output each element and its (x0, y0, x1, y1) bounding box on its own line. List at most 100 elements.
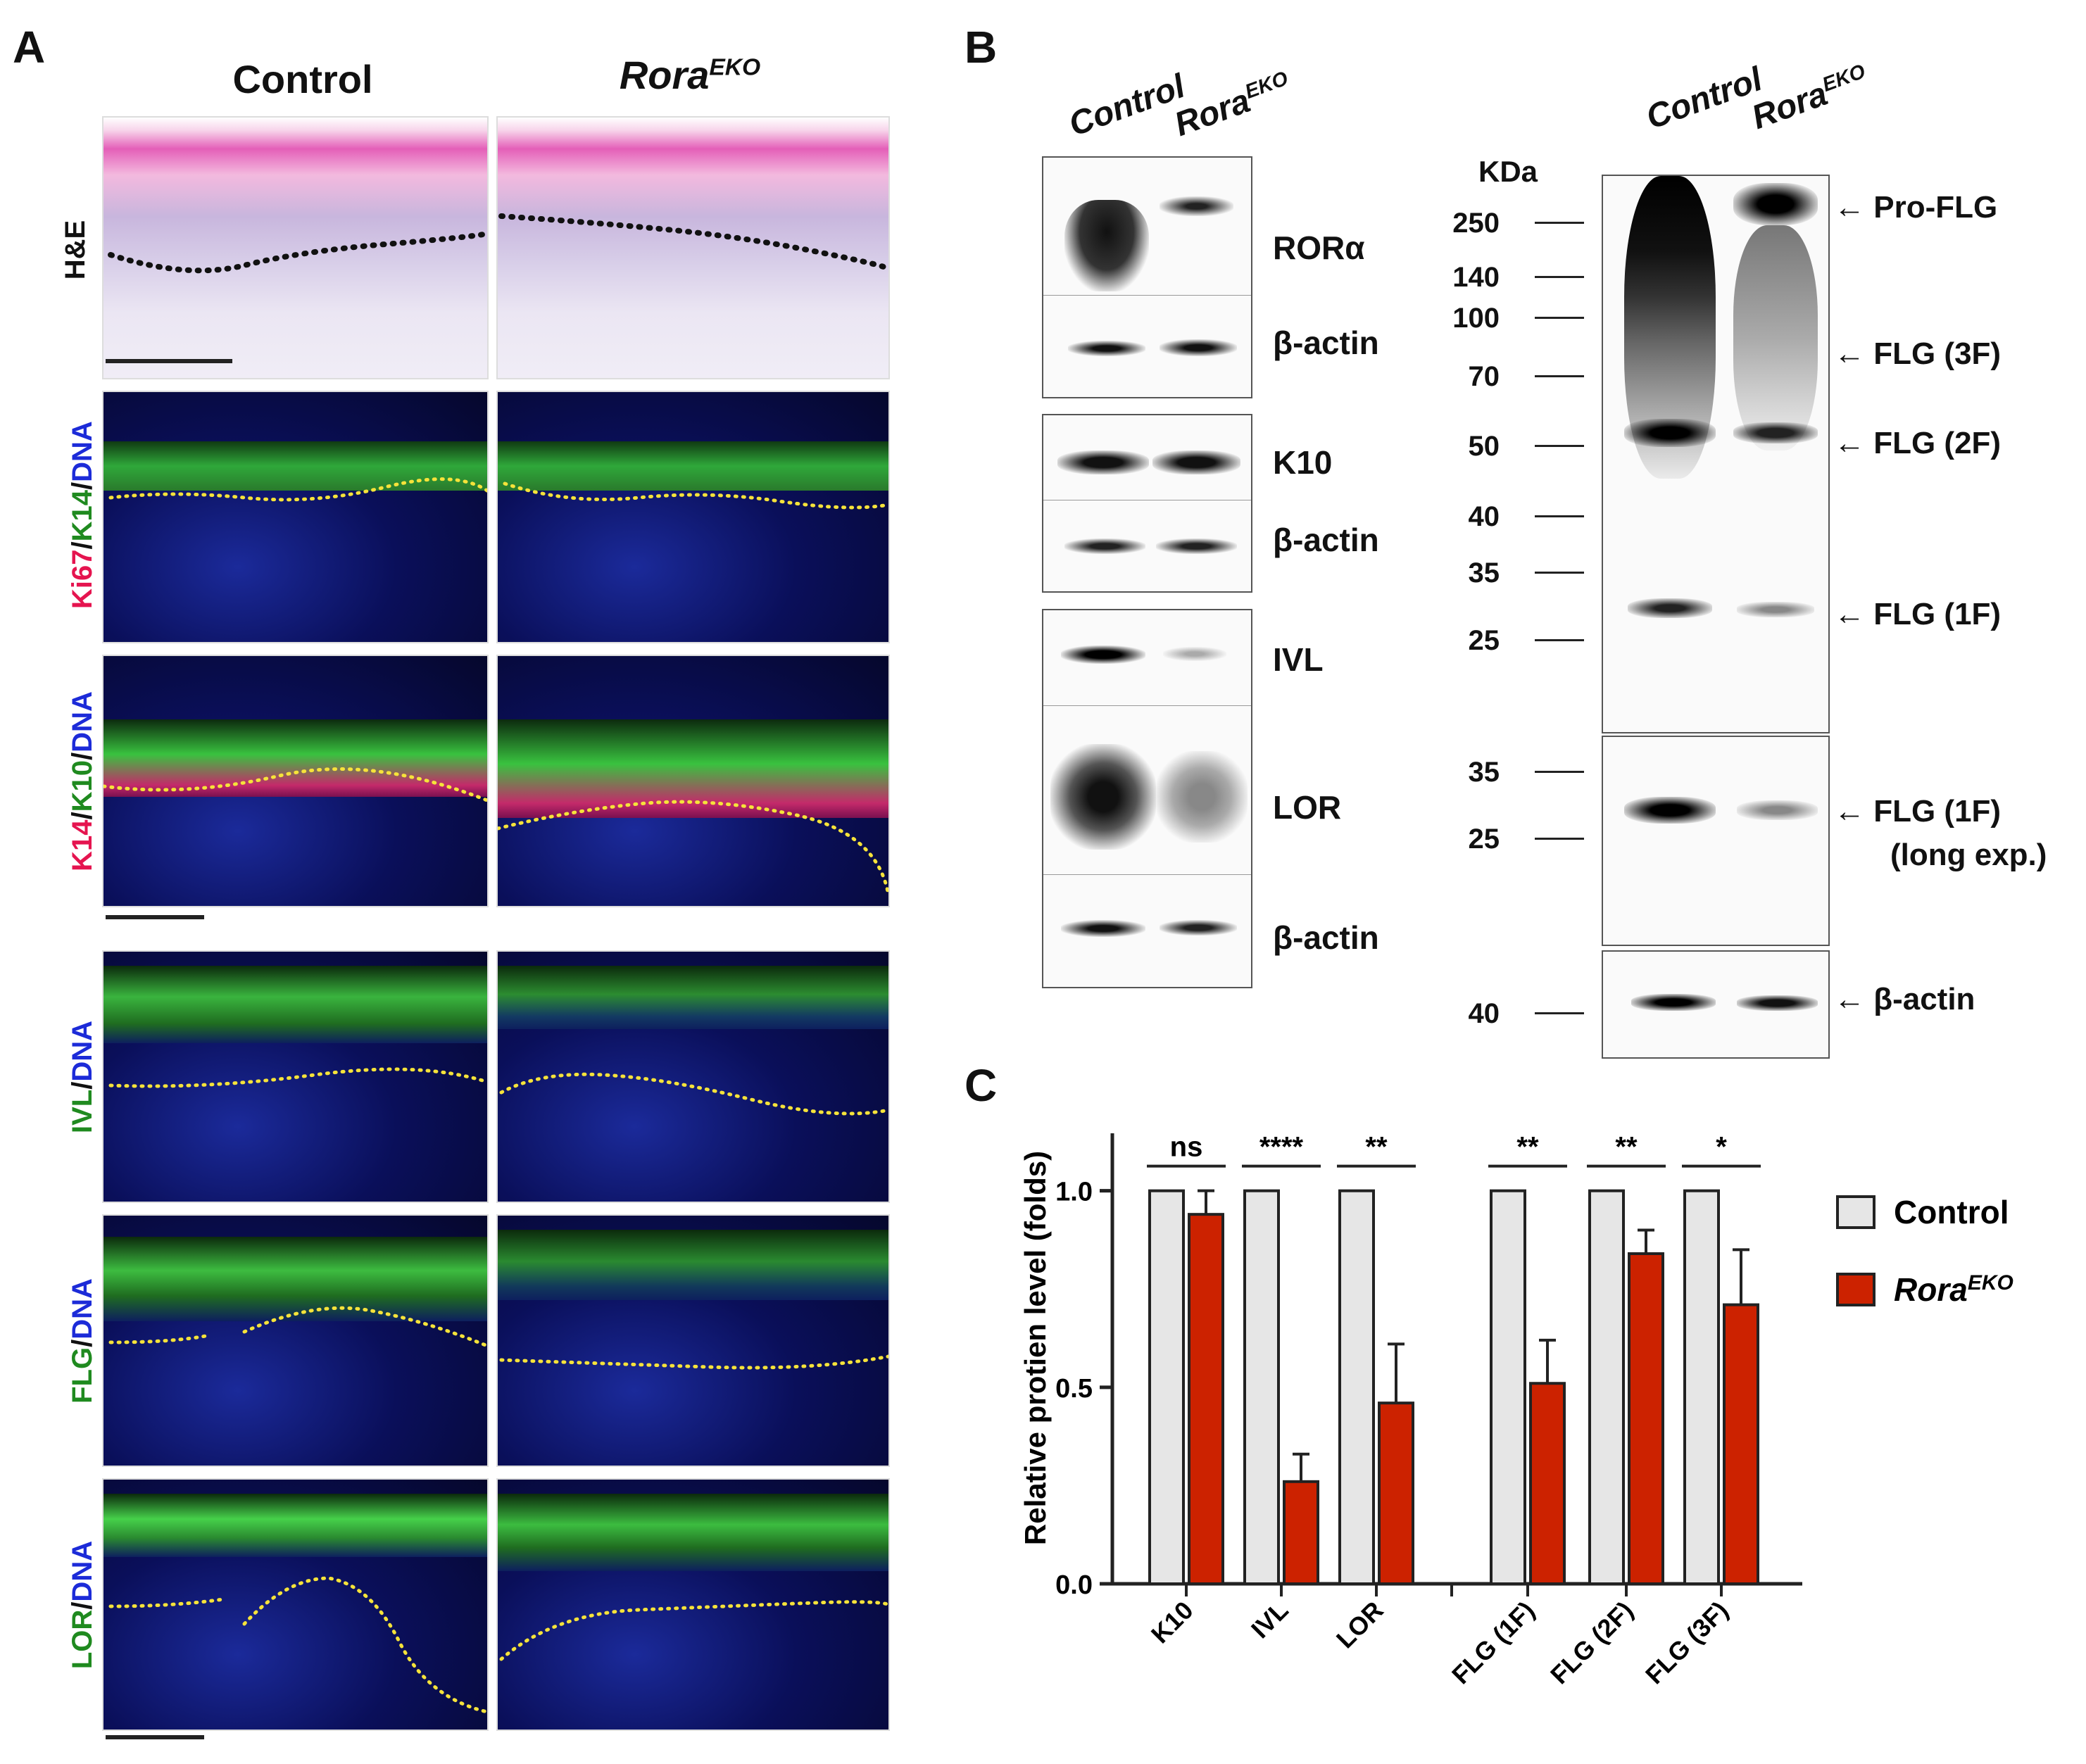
he-control-dermal-line (108, 231, 487, 274)
scale-bar-3 (106, 1735, 204, 1739)
kda-header: KDa (1478, 155, 1538, 188)
label-slash: / (67, 812, 98, 820)
marker-35: 35 (1468, 557, 1500, 588)
bar-rora (1378, 1401, 1414, 1585)
panel-a-letter: A (13, 22, 46, 73)
label-dna: DNA (67, 1540, 98, 1602)
marker-70: 70 (1468, 361, 1500, 392)
k14-rora-image (496, 655, 890, 907)
tick-25 (1535, 639, 1584, 641)
bar-rora (1628, 1252, 1664, 1585)
arrow-flg-2f: ← FLG (2F) (1834, 426, 2002, 460)
eko-sup: EKO (1819, 60, 1868, 96)
panel-a-col-control: Control (232, 57, 373, 101)
y-tick-label: 0.5 (1055, 1374, 1093, 1404)
tick-40-bottom (1535, 1012, 1584, 1014)
lor-control-image (102, 1478, 489, 1731)
label-dna: DNA (67, 1278, 98, 1340)
marker-250: 250 (1452, 208, 1500, 239)
x-tick-label: K10 (1145, 1596, 1199, 1649)
label-slash: / (67, 1601, 98, 1610)
legend-swatch-rora (1836, 1273, 1875, 1306)
y-axis-label: Relative protien level (folds) (1019, 1151, 1052, 1545)
tick-100 (1535, 317, 1584, 319)
label-slash: / (67, 541, 98, 550)
tick-250 (1535, 222, 1584, 224)
he-control-image (102, 116, 489, 379)
label-b-actin-2: β-actin (1273, 522, 1379, 558)
arrow-flg-3f: ← FLG (3F) (1834, 336, 2002, 371)
tick-140 (1535, 276, 1584, 278)
row-label-ki67: Ki67/K14/DNA (67, 421, 102, 610)
b-left-lane-rora: RoraEKO (1169, 67, 1296, 144)
label-lor: LOR (67, 1609, 98, 1670)
arrow-b-actin: ← β-actin (1834, 982, 1975, 1016)
legend-swatch-control (1836, 1195, 1875, 1229)
label-slash: / (67, 481, 98, 490)
he-rora-dermal-line (498, 213, 888, 272)
label-k10: K10 (67, 760, 98, 812)
arrow-pro-flg: ← Pro-FLG (1834, 190, 1998, 225)
scale-bar-2 (106, 915, 204, 919)
row-label-ivl: IVL/DNA (67, 1000, 102, 1154)
sig-label: ** (1365, 1132, 1388, 1163)
label-k14: K14 (67, 489, 98, 542)
y-tick-label: 0.0 (1055, 1570, 1093, 1600)
ki67-rora-image (496, 391, 890, 643)
marker-25-mid: 25 (1468, 824, 1500, 855)
tick-25-mid (1535, 838, 1584, 840)
b-right-lane-control: Control (1641, 60, 1767, 137)
legend-label-rora: RoraEKO (1894, 1271, 2013, 1308)
x-tick-label: FLG (2F) (1545, 1596, 1639, 1690)
tick-35-mid (1535, 771, 1584, 773)
bar-rora (1723, 1303, 1759, 1585)
x-tick-label: FLG (1F) (1446, 1596, 1540, 1690)
eko-sup: EKO (709, 54, 761, 81)
rora-text: Rora (619, 53, 710, 97)
marker-40: 40 (1468, 501, 1500, 532)
label-rora-protein: RORα (1273, 229, 1365, 266)
label-dna: DNA (67, 421, 98, 482)
label-ivl-protein: IVL (1273, 641, 1324, 678)
blot-rora (1042, 156, 1252, 398)
blot-flg-actin (1602, 950, 1830, 1059)
sig-label: **** (1259, 1132, 1304, 1163)
label-slash: / (67, 1081, 98, 1090)
row-label-he: H&E (60, 220, 91, 280)
tick-70 (1535, 375, 1584, 377)
ki67-control-image (102, 391, 489, 643)
ivl-control-image (102, 950, 489, 1203)
marker-40-bottom: 40 (1468, 998, 1500, 1029)
y-tick-label: 1.0 (1055, 1178, 1093, 1207)
bar-rora (1188, 1213, 1224, 1585)
marker-100: 100 (1452, 303, 1500, 334)
tick-50 (1535, 445, 1584, 447)
bar-control (1338, 1189, 1375, 1585)
arrow-flg-1f: ← FLG (1F) (1834, 597, 2002, 631)
he-rora-image (496, 116, 890, 379)
panel-a-col-rora: RoraEKO (493, 52, 887, 98)
x-tick-label: FLG (3F) (1640, 1596, 1734, 1690)
bar-control (1243, 1189, 1280, 1585)
label-long-exp: (long exp.) (1890, 838, 2047, 872)
bar-rora (1283, 1480, 1319, 1585)
row-label-k14: K14/K10/DNA (67, 690, 102, 873)
bar-control (1588, 1189, 1625, 1585)
sig-label: ns (1170, 1132, 1203, 1163)
panel-b-letter: B (965, 22, 998, 73)
label-dna: DNA (67, 691, 98, 752)
label-dna: DNA (67, 1020, 98, 1082)
label-ki67: Ki67 (67, 549, 98, 610)
x-tick-label: IVL (1245, 1596, 1294, 1644)
bar-control (1683, 1189, 1720, 1585)
label-ivl: IVL (67, 1089, 98, 1134)
sig-label: * (1716, 1132, 1727, 1163)
lor-rora-image (496, 1478, 890, 1731)
sig-label: ** (1516, 1132, 1539, 1163)
scale-bar-1 (106, 359, 232, 363)
marker-50: 50 (1468, 431, 1500, 462)
bar-control (1148, 1189, 1185, 1585)
tick-35 (1535, 572, 1584, 574)
label-b-actin-1: β-actin (1273, 325, 1379, 361)
